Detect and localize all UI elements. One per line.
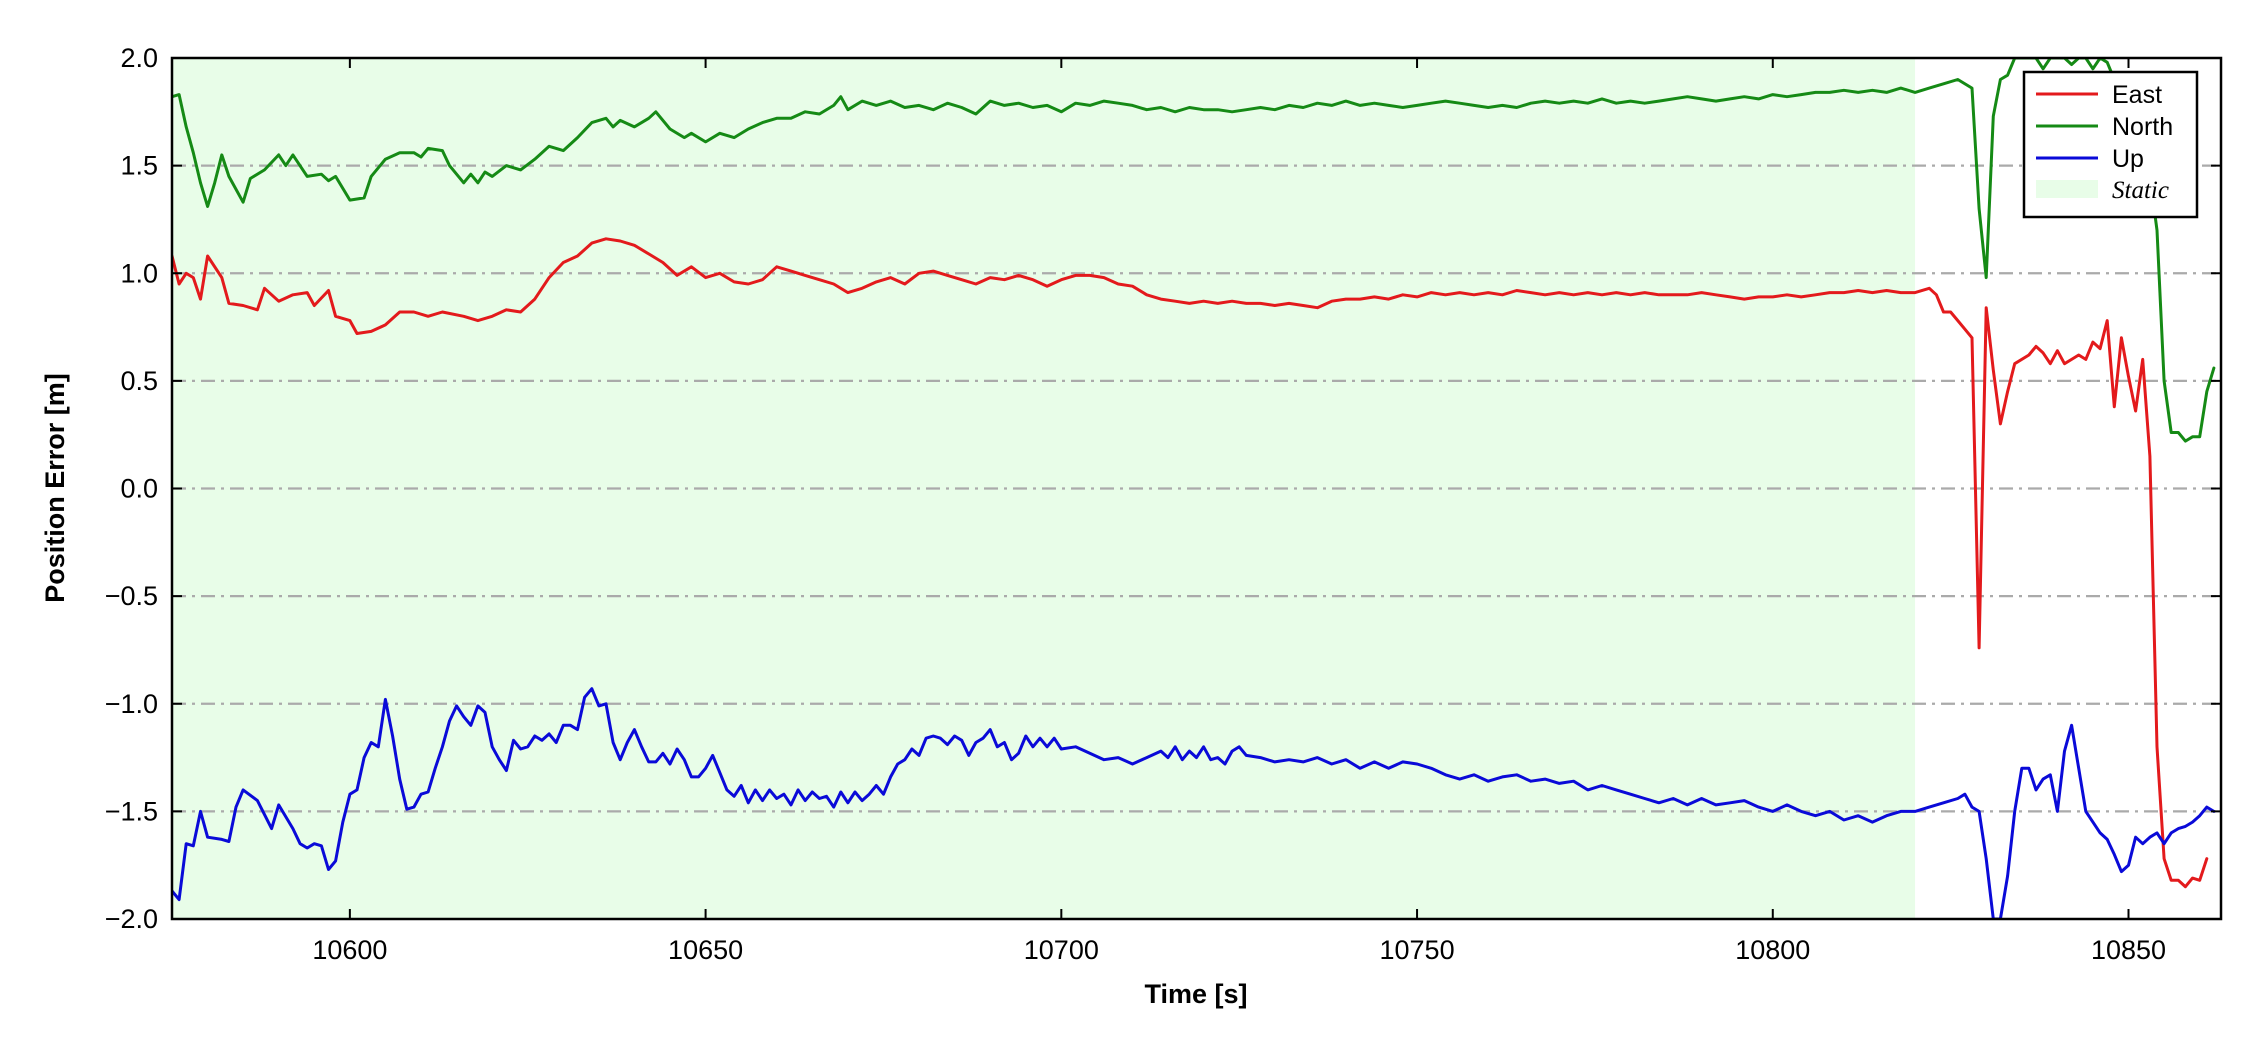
y-tick-label: −1.0 (105, 689, 158, 719)
series-line-east (172, 237, 2209, 889)
legend-label-east: East (2112, 81, 2162, 109)
legend-label-static: Static (2112, 177, 2169, 204)
legend-label-up: Up (2112, 145, 2144, 173)
x-tick-label: 10700 (1024, 935, 1099, 965)
x-tick-label: 10750 (1380, 935, 1455, 965)
legend-swatch-static (2036, 180, 2098, 198)
y-tick-label: −0.5 (105, 581, 158, 611)
grid-lines (172, 164, 2221, 813)
x-tick-label: 10650 (668, 935, 743, 965)
legend: East North Up Static (2022, 70, 2199, 219)
series-layer (172, 58, 2216, 919)
y-tick-label: −1.5 (105, 796, 158, 826)
axis-ticks: 2.0 1.5 1.0 0.5 0.0 −0.5 −1.0 −1.5 −2.0 10600 1065… (105, 43, 2221, 965)
x-tick-label: 10600 (312, 935, 387, 965)
y-tick-label: 1.0 (120, 258, 158, 288)
y-tick-label: 2.0 (120, 43, 158, 73)
x-tick-label: 10800 (1735, 935, 1810, 965)
y-axis-label: Position Error [m] (40, 373, 70, 603)
series-line-up (172, 687, 2216, 919)
legend-label-north: North (2112, 113, 2173, 141)
y-tick-label: 0.0 (120, 474, 158, 504)
y-tick-label: 0.5 (120, 366, 158, 396)
y-tick-label: 1.5 (120, 151, 158, 181)
series-line-north (172, 58, 2216, 443)
y-tick-label: −2.0 (105, 904, 158, 934)
x-axis-label: Time [s] (1144, 979, 1247, 1009)
x-tick-label: 10850 (2091, 935, 2166, 965)
